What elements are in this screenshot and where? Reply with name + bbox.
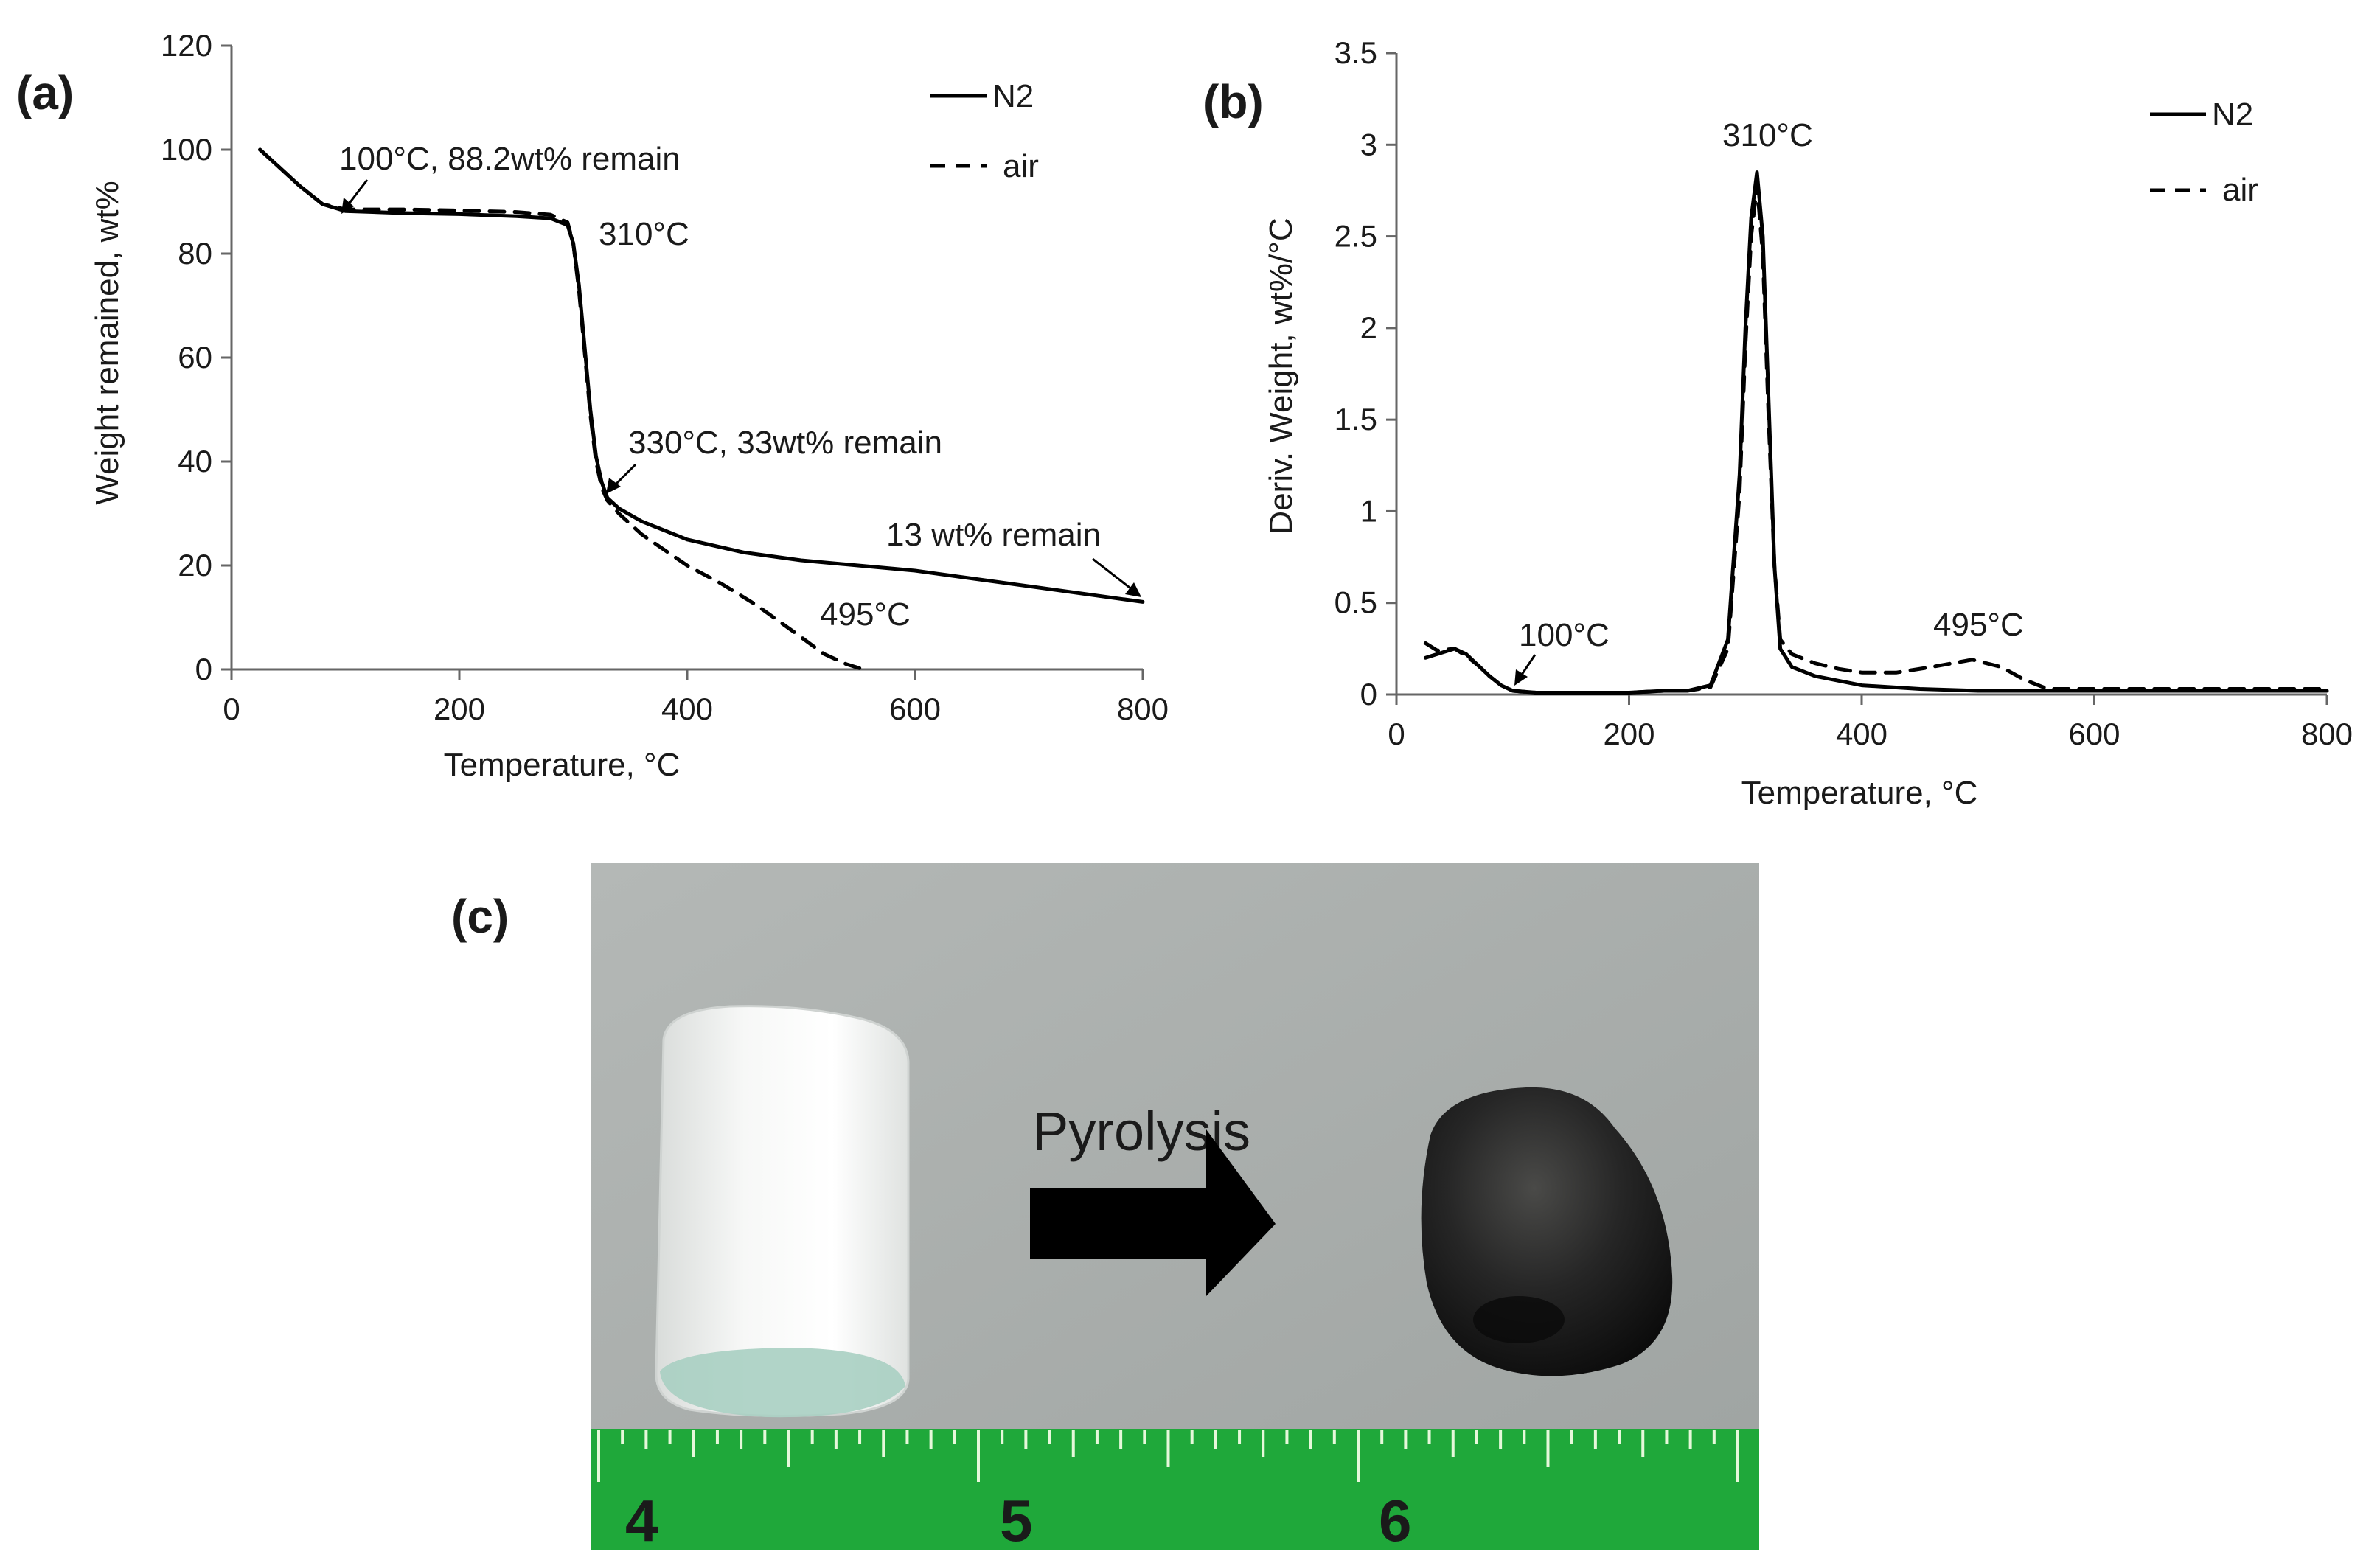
anno-13wt-arrow bbox=[1092, 557, 1133, 591]
panel-a-legend: N2 air bbox=[930, 78, 1039, 184]
panel-b-y-axis-title: Deriv. Weight, wt%/°C bbox=[1263, 217, 1299, 534]
pyrolysis-arrow-icon bbox=[1030, 1129, 1276, 1296]
y-tick-label: 0 bbox=[195, 652, 212, 686]
panel-b-annotations: 310°C 100°C 495°C bbox=[1514, 117, 2024, 686]
panel-a-label: (a) bbox=[16, 66, 74, 119]
x-tick-label: 200 bbox=[434, 692, 485, 726]
panel-a-y-axis-title: Weight remained, wt% bbox=[89, 181, 125, 504]
black-carbon-pellet-icon bbox=[1421, 1087, 1673, 1376]
y-tick-label: 0 bbox=[1360, 677, 1377, 711]
anno-100c-arrowhead bbox=[341, 198, 354, 214]
series-line-air bbox=[258, 147, 866, 672]
y-tick-label: 3.5 bbox=[1335, 35, 1377, 70]
panel-a-x-axis-title: Temperature, °C bbox=[444, 747, 681, 783]
y-tick-label: 1.5 bbox=[1335, 402, 1377, 436]
x-tick-label: 0 bbox=[1388, 717, 1405, 751]
y-tick-label: 60 bbox=[178, 340, 212, 375]
panel-a-series bbox=[258, 147, 1145, 672]
y-tick-label: 2.5 bbox=[1335, 219, 1377, 254]
ruler: 4 5 6 bbox=[591, 1429, 1759, 1553]
anno-b-495c: 495°C bbox=[1933, 607, 2024, 643]
anno-330c-arrow bbox=[612, 463, 637, 488]
anno-330c: 330°C, 33wt% remain bbox=[628, 425, 942, 461]
x-tick-label: 200 bbox=[1603, 717, 1654, 751]
series-line-n2 bbox=[1423, 170, 2329, 695]
y-tick-label: 3 bbox=[1360, 127, 1377, 161]
panel-a-tick-labels: 0 20 40 60 80 100 120 0 200 400 600 800 bbox=[161, 28, 1169, 726]
ruler-body bbox=[591, 1429, 1759, 1550]
y-tick-label: 100 bbox=[161, 132, 212, 167]
legend-b-n2-label: N2 bbox=[2212, 97, 2253, 133]
panel-b-legend: N2 air bbox=[2150, 97, 2258, 208]
y-tick-label: 20 bbox=[178, 548, 212, 582]
ruler-number-5: 5 bbox=[1000, 1488, 1033, 1553]
x-tick-label: 800 bbox=[2301, 717, 2353, 751]
anno-b-100c-arrow bbox=[1519, 654, 1537, 678]
x-tick-label: 800 bbox=[1117, 692, 1169, 726]
y-tick-label: 1 bbox=[1360, 493, 1377, 528]
anno-b-100c: 100°C bbox=[1519, 617, 1610, 653]
white-foam-cylinder-icon bbox=[655, 1005, 910, 1418]
panel-b-x-axis-title: Temperature, °C bbox=[1741, 775, 1978, 811]
panel-a-axes bbox=[221, 44, 1144, 680]
panel-a-annotations: 100°C, 88.2wt% remain 310°C 330°C, 33wt%… bbox=[339, 141, 1141, 633]
anno-310c: 310°C bbox=[599, 216, 689, 252]
x-tick-label: 400 bbox=[661, 692, 713, 726]
panel-c-photo: (c) Pyrolysis 4 5 6 bbox=[451, 863, 1759, 1553]
ruler-number-4: 4 bbox=[625, 1488, 658, 1553]
anno-13wt-arrowhead bbox=[1125, 582, 1141, 597]
anno-b-100c-arrowhead bbox=[1514, 669, 1528, 686]
y-tick-label: 40 bbox=[178, 444, 212, 478]
anno-495c-a: 495°C bbox=[820, 596, 911, 633]
ruler-ticks bbox=[597, 1430, 1739, 1482]
panel-b-label: (b) bbox=[1203, 75, 1264, 128]
legend-n2-label: N2 bbox=[992, 78, 1034, 114]
x-tick-label: 0 bbox=[223, 692, 240, 726]
y-tick-label: 2 bbox=[1360, 310, 1377, 345]
ruler-number-6: 6 bbox=[1379, 1488, 1412, 1553]
anno-100c-arrow bbox=[347, 179, 369, 206]
panel-b-axes bbox=[1386, 52, 2328, 705]
anno-330c-arrowhead bbox=[606, 478, 621, 494]
anno-100c: 100°C, 88.2wt% remain bbox=[339, 141, 681, 177]
x-tick-label: 400 bbox=[1836, 717, 1887, 751]
panel-b-tick-labels: 0 0.5 1 1.5 2 2.5 3 3.5 0 200 400 600 800 bbox=[1335, 35, 2353, 751]
y-tick-label: 120 bbox=[161, 28, 212, 63]
legend-air-label: air bbox=[1003, 148, 1039, 184]
panel-c-label: (c) bbox=[451, 890, 509, 943]
legend-b-air-label: air bbox=[2222, 172, 2258, 208]
panel-a-tga-chart: (a) 0 20 40 60 80 100 120 0 200 400 600 800 Tempera… bbox=[16, 28, 1169, 783]
anno-13wt: 13 wt% remain bbox=[886, 517, 1101, 553]
panel-b-series bbox=[1423, 170, 2329, 695]
series-line-air bbox=[1423, 183, 2329, 695]
y-tick-label: 80 bbox=[178, 236, 212, 271]
x-tick-label: 600 bbox=[889, 692, 941, 726]
y-tick-label: 0.5 bbox=[1335, 585, 1377, 620]
panel-b-dtg-chart: (b) 0 0.5 1 1.5 2 2.5 3 3.5 0 200 400 600 800 Temper… bbox=[1203, 35, 2353, 811]
x-tick-label: 600 bbox=[2068, 717, 2120, 751]
anno-b-310c: 310°C bbox=[1722, 117, 1813, 153]
